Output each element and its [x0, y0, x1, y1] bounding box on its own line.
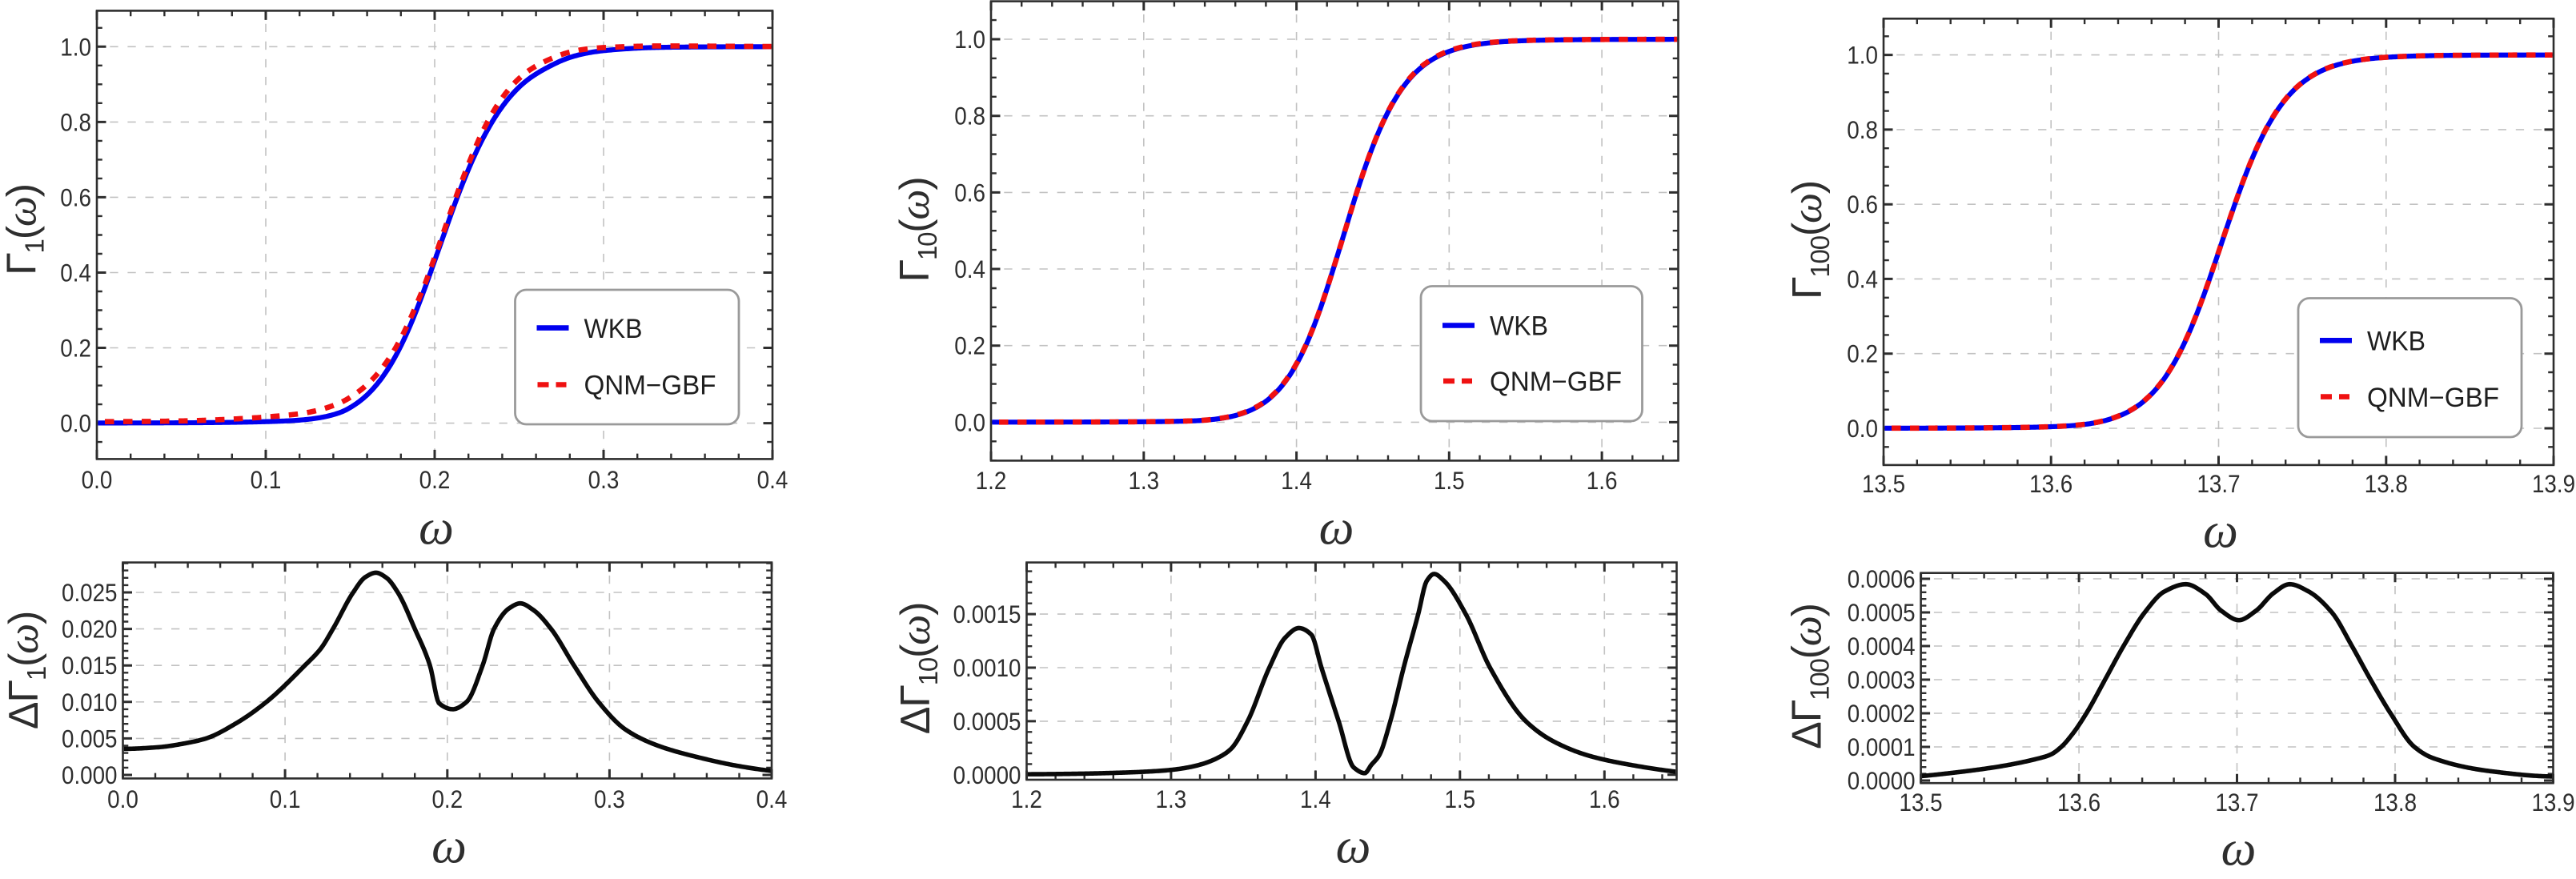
svg-text:1.0: 1.0 — [954, 25, 985, 54]
svg-text:ω: ω — [1336, 820, 1371, 874]
svg-text:0.3: 0.3 — [588, 465, 620, 494]
svg-text:0.0: 0.0 — [82, 465, 113, 494]
svg-text:0.8: 0.8 — [1847, 115, 1878, 144]
svg-text:ΔΓ10(ω): ΔΓ10(ω) — [891, 603, 943, 734]
svg-text:0.0005: 0.0005 — [953, 707, 1021, 736]
svg-text:0.010: 0.010 — [62, 688, 118, 716]
svg-text:0.2: 0.2 — [431, 785, 463, 813]
svg-text:0.0: 0.0 — [60, 409, 91, 438]
svg-text:WKB: WKB — [1490, 311, 1548, 342]
svg-text:0.0: 0.0 — [954, 407, 985, 436]
svg-text:0.020: 0.020 — [62, 615, 118, 644]
svg-text:1.2: 1.2 — [1011, 785, 1042, 813]
svg-text:0.0: 0.0 — [107, 785, 138, 813]
svg-text:WKB: WKB — [2367, 327, 2426, 357]
svg-text:ω: ω — [2203, 504, 2238, 559]
svg-text:1.4: 1.4 — [1281, 466, 1312, 495]
svg-text:0.8: 0.8 — [954, 102, 985, 130]
svg-text:13.9: 13.9 — [2532, 469, 2575, 498]
svg-text:0.0002: 0.0002 — [1848, 699, 1916, 728]
svg-text:0.4: 0.4 — [1847, 264, 1878, 293]
svg-text:0.4: 0.4 — [756, 785, 788, 813]
svg-text:1.5: 1.5 — [1434, 466, 1465, 495]
svg-text:0.1: 0.1 — [251, 465, 282, 494]
svg-text:Γ1(ω): Γ1(ω) — [0, 184, 50, 275]
svg-text:1.4: 1.4 — [1300, 785, 1331, 813]
svg-text:ΔΓ1(ω): ΔΓ1(ω) — [0, 612, 51, 729]
svg-text:QNM−GBF: QNM−GBF — [2367, 383, 2499, 413]
svg-text:Γ100(ω): Γ100(ω) — [1783, 181, 1835, 299]
svg-text:0.0001: 0.0001 — [1848, 732, 1916, 761]
svg-text:0.025: 0.025 — [62, 578, 118, 607]
svg-text:ω: ω — [419, 501, 454, 556]
svg-text:0.0: 0.0 — [1847, 414, 1878, 443]
svg-text:0.4: 0.4 — [954, 255, 985, 283]
svg-text:0.0006: 0.0006 — [1848, 564, 1916, 593]
svg-text:13.6: 13.6 — [2029, 469, 2072, 498]
svg-text:WKB: WKB — [584, 314, 643, 344]
svg-text:0.8: 0.8 — [60, 107, 91, 136]
svg-text:0.2: 0.2 — [419, 465, 451, 494]
svg-text:0.000: 0.000 — [62, 761, 118, 789]
svg-text:0.1: 0.1 — [270, 785, 301, 813]
svg-text:0.0005: 0.0005 — [1848, 598, 1916, 627]
svg-text:QNM−GBF: QNM−GBF — [1490, 367, 1622, 397]
svg-text:0.2: 0.2 — [954, 331, 985, 360]
svg-text:0.0004: 0.0004 — [1848, 632, 1916, 660]
svg-text:0.3: 0.3 — [594, 785, 625, 813]
svg-text:1.6: 1.6 — [1587, 466, 1618, 495]
svg-text:0.0015: 0.0015 — [953, 600, 1021, 628]
svg-text:0.2: 0.2 — [60, 334, 91, 363]
svg-text:0.0000: 0.0000 — [1848, 766, 1916, 795]
svg-text:0.4: 0.4 — [60, 259, 91, 287]
svg-text:0.2: 0.2 — [1847, 339, 1878, 368]
svg-text:13.8: 13.8 — [2365, 469, 2408, 498]
svg-text:13.6: 13.6 — [2057, 788, 2101, 817]
svg-text:1.0: 1.0 — [60, 32, 91, 61]
svg-text:1.3: 1.3 — [1128, 466, 1159, 495]
svg-text:0.6: 0.6 — [60, 183, 91, 211]
svg-text:13.9: 13.9 — [2531, 788, 2574, 817]
svg-text:1.0: 1.0 — [1847, 41, 1878, 70]
svg-text:1.2: 1.2 — [976, 466, 1007, 495]
svg-text:1.6: 1.6 — [1589, 785, 1620, 813]
svg-text:0.6: 0.6 — [954, 178, 985, 207]
svg-text:13.7: 13.7 — [2215, 788, 2258, 817]
svg-text:13.8: 13.8 — [2373, 788, 2417, 817]
svg-text:13.5: 13.5 — [1862, 469, 1905, 498]
svg-text:0.4: 0.4 — [757, 465, 788, 494]
svg-text:13.7: 13.7 — [2197, 469, 2240, 498]
svg-text:1.3: 1.3 — [1156, 785, 1187, 813]
svg-text:0.015: 0.015 — [62, 651, 118, 680]
svg-text:ω: ω — [1319, 501, 1354, 556]
svg-text:ω: ω — [431, 820, 467, 874]
svg-text:QNM−GBF: QNM−GBF — [584, 371, 716, 401]
svg-text:1.5: 1.5 — [1444, 785, 1475, 813]
svg-text:ω: ω — [2221, 822, 2257, 876]
svg-text:0.6: 0.6 — [1847, 190, 1878, 219]
svg-text:13.5: 13.5 — [1900, 788, 1943, 817]
svg-text:ΔΓ100(ω): ΔΓ100(ω) — [1783, 604, 1835, 749]
svg-text:0.005: 0.005 — [62, 724, 118, 753]
svg-text:Γ10(ω): Γ10(ω) — [890, 178, 942, 283]
svg-text:0.0000: 0.0000 — [953, 761, 1021, 789]
svg-text:0.0003: 0.0003 — [1848, 665, 1916, 694]
svg-text:0.0010: 0.0010 — [953, 653, 1021, 682]
